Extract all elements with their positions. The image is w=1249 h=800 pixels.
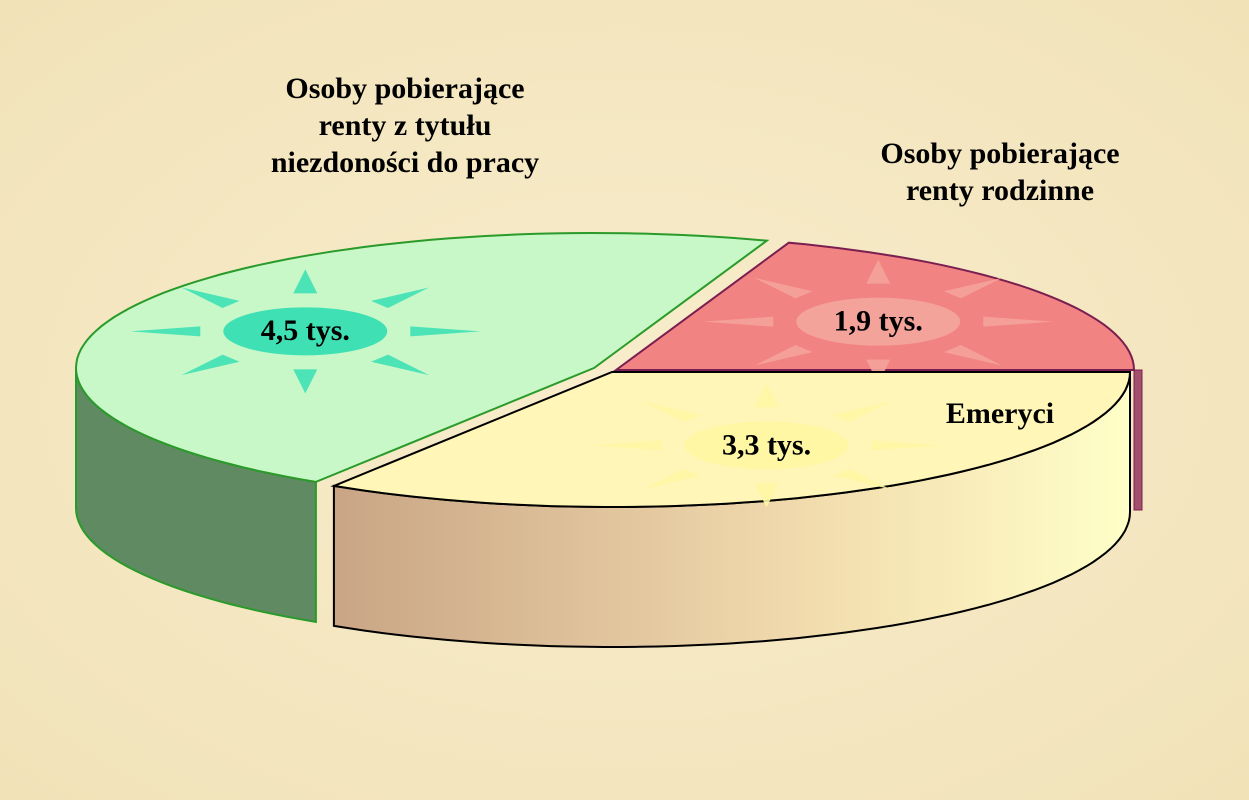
- label-badge: [684, 421, 849, 470]
- sun-ray: [591, 440, 662, 451]
- sun-ray: [754, 345, 813, 366]
- value-label: 3,3 tys.: [722, 428, 811, 461]
- sun-ray: [754, 483, 779, 508]
- sun-ray: [754, 383, 779, 408]
- sun-ray: [832, 468, 891, 490]
- slice-side: [1133, 369, 1143, 511]
- sun-ray: [130, 326, 201, 337]
- label-badge: [223, 307, 388, 356]
- sun-ray: [944, 277, 1002, 299]
- label-badge: [796, 297, 961, 346]
- sun-ray: [371, 287, 430, 309]
- sun-ray: [181, 287, 240, 309]
- sun-ray: [642, 401, 701, 423]
- sun-ray: [832, 401, 891, 423]
- value-label: 1,9 tys.: [834, 305, 923, 338]
- sun-ray: [293, 269, 318, 294]
- category-label: Osoby pobierające renty z tytułu niezdon…: [270, 72, 540, 179]
- sun-ray: [181, 354, 240, 376]
- value-label: 4,5 tys.: [261, 314, 350, 347]
- slice: [74, 231, 770, 483]
- sun-ray: [703, 316, 774, 327]
- sun-ray: [754, 277, 813, 299]
- sun-ray: [410, 326, 481, 337]
- sun-ray: [983, 316, 1054, 327]
- sun-ray: [944, 345, 1002, 366]
- sun-ray: [642, 468, 701, 490]
- sun-ray: [371, 354, 430, 376]
- sun-ray: [866, 259, 891, 284]
- sun-ray: [293, 369, 318, 394]
- sun-ray: [871, 440, 942, 451]
- category-label: Osoby pobierające renty rodzinne: [880, 137, 1120, 207]
- category-label: Emeryci: [945, 397, 1055, 430]
